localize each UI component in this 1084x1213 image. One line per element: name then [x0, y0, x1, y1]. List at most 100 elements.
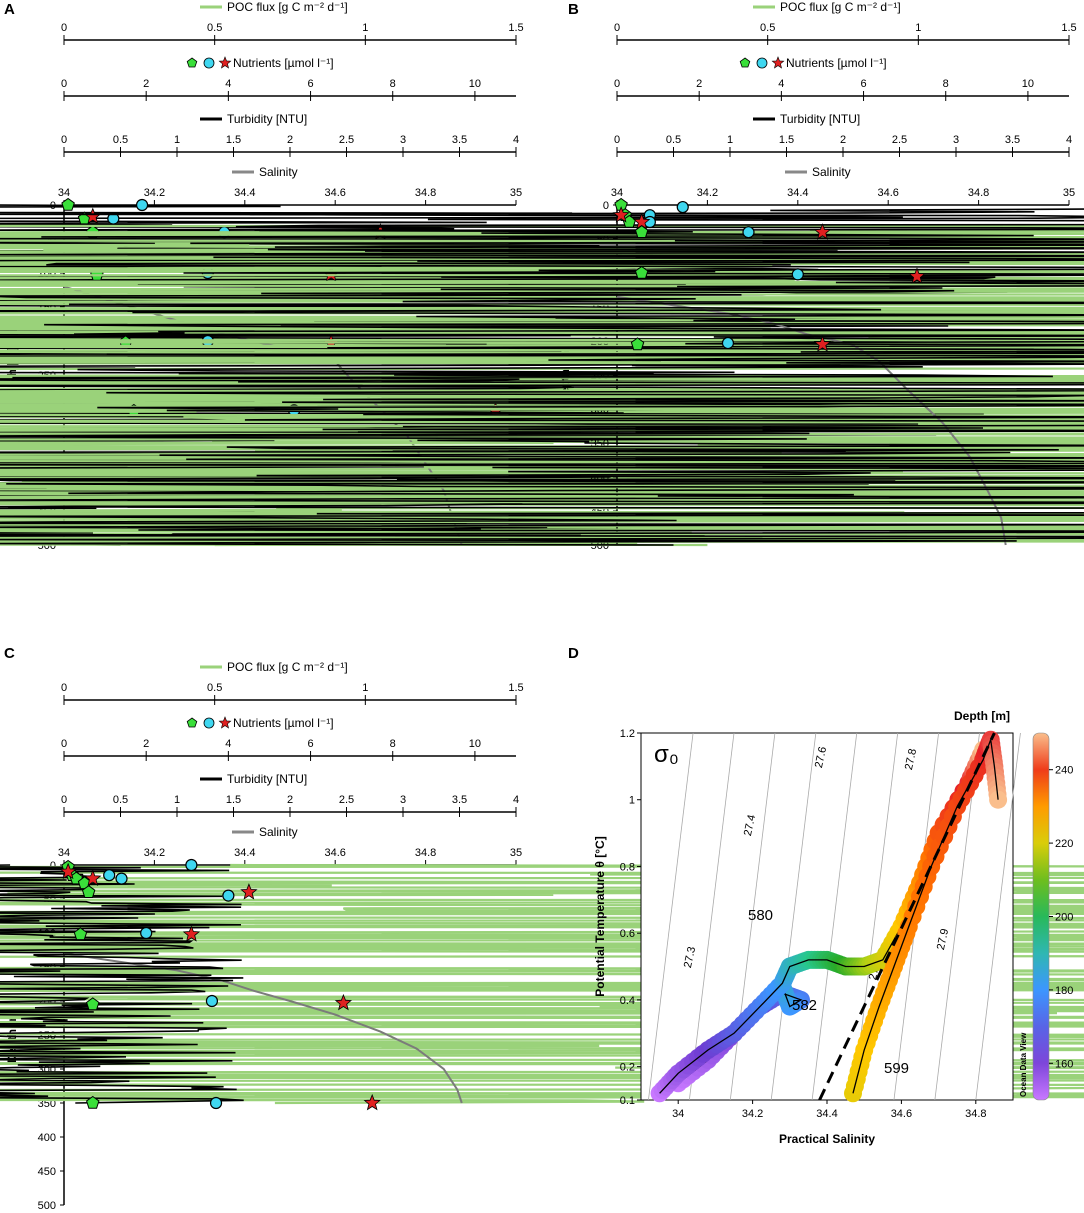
nutrients-tick-label: 10	[469, 738, 481, 750]
turbidity-tick-label: 0.5	[666, 134, 681, 146]
turbidity-tick-label: 2	[287, 794, 293, 806]
phosphate-point	[115, 872, 128, 885]
poc-tick-label: 0.5	[760, 22, 775, 34]
phosphate-point	[676, 200, 689, 214]
turbidity-axis: 0 0.5 1 1.5 2 2.5 3 3.5 4 Turbidity [NTU]	[61, 112, 519, 157]
nutrients-tick-label: 0	[61, 738, 67, 750]
silicate-point	[632, 212, 651, 230]
silicate-point	[908, 267, 926, 284]
isopycnal-label: 27.4	[742, 814, 758, 837]
nutrients-tick-label: 8	[390, 78, 396, 90]
turbidity-tick-label: 3	[953, 134, 959, 146]
silicate-point	[813, 335, 832, 352]
panel-label-b: B	[568, 1, 579, 18]
colorbar-bar	[1032, 732, 1050, 1101]
silicate-point	[240, 883, 258, 900]
nitrate-legend-icon	[186, 717, 198, 728]
colorbar-tick-label: 180	[1055, 985, 1073, 997]
x-tick-label: 34	[672, 1108, 684, 1120]
turbidity-line	[0, 208, 1084, 546]
turbidity-axis-label: Turbidity [NTU]	[227, 112, 307, 126]
isopycnal-label: 27.9	[935, 928, 951, 951]
y-tick-label: 0.8	[620, 861, 635, 873]
turbidity-tick-label: 2	[287, 134, 293, 146]
poc-axis: 0 0.5 1 1.5 POC flux [g C m⁻² d⁻¹]	[614, 0, 1077, 45]
salinity-tick-label: 34.4	[787, 187, 808, 199]
salinity-tick-label: 34	[58, 847, 70, 859]
x-axis-label: Practical Salinity	[779, 1132, 875, 1146]
nitrate-point	[86, 1095, 100, 1109]
x-tick-label: 34.2	[742, 1108, 763, 1120]
turbidity-line	[0, 864, 244, 1104]
y-tick-label: 0.2	[620, 1062, 635, 1074]
silicate-point	[334, 993, 353, 1011]
nutrients-axis-label: Nutrients [µmol l⁻¹]	[786, 56, 887, 70]
silicate-point	[182, 925, 201, 942]
turbidity-axis-label: Turbidity [NTU]	[227, 772, 307, 786]
silicate-legend-icon	[218, 56, 232, 69]
nutrients-tick-label: 0	[614, 78, 620, 90]
colorbar-caption: Ocean Data View	[1019, 1032, 1028, 1097]
isopycnal-line	[770, 732, 817, 1101]
colorbar-tick-label: 200	[1055, 912, 1073, 924]
poc-tick-label: 1.5	[1061, 22, 1076, 34]
silicate-legend-icon	[771, 56, 785, 69]
poc-tick-label: 1.5	[508, 22, 523, 34]
silicate-point	[363, 1093, 381, 1111]
poc-axis-label: POC flux [g C m⁻² d⁻¹]	[780, 0, 901, 14]
salinity-axis-label: Salinity	[259, 165, 298, 179]
salinity-axis: 34 34.2 34.4 34.6 34.8 35 Salinity	[58, 165, 522, 206]
depth-colorbar: 160 180 200 220 240 Ocean Data View	[1019, 732, 1073, 1101]
turbidity-tick-label: 4	[1066, 134, 1072, 146]
isopycnal-line	[811, 732, 858, 1101]
colorbar-tick-label: 240	[1055, 765, 1073, 777]
nutrients-axis-label: Nutrients [µmol l⁻¹]	[233, 56, 334, 70]
station-label: 599	[884, 1060, 909, 1077]
nitrate-point	[73, 927, 88, 941]
isopycnal-label: 27.8	[903, 748, 919, 771]
salinity-tick-label: 34.6	[877, 187, 898, 199]
depth-tick-label: 400	[38, 1132, 56, 1144]
nitrate-point	[634, 265, 649, 279]
nutrients-axis-label: Nutrients [µmol l⁻¹]	[233, 716, 334, 730]
silicate-legend-icon	[218, 716, 232, 729]
panel-d: 27.327.427.627.727.827.9σ₀5805825993434.…	[593, 709, 1073, 1146]
nutrients-axis: 0 2 4 6 8 10 Nutrients [µmol l⁻¹]	[61, 716, 516, 761]
nitrate-point	[86, 997, 100, 1011]
x-tick-label: 34.4	[816, 1108, 837, 1120]
salinity-axis-label: Salinity	[812, 165, 851, 179]
phosphate-point	[103, 869, 116, 882]
salinity-tick-label: 35	[510, 187, 522, 199]
turbidity-axis: 0 0.5 1 1.5 2 2.5 3 3.5 4 Turbidity [NTU]	[614, 112, 1072, 157]
poc-tick-label: 0.5	[207, 682, 222, 694]
isopycnal-line	[648, 732, 694, 1101]
station-label: 580	[748, 907, 773, 924]
phosphate-point	[742, 226, 755, 239]
turbidity-tick-label: 3.5	[452, 794, 467, 806]
turbidity-tick-label: 3.5	[1005, 134, 1020, 146]
salinity-tick-label: 35	[510, 847, 522, 859]
silicate-point	[84, 869, 102, 886]
phosphate-point	[135, 198, 149, 212]
depth-tick-label: 0	[603, 200, 609, 212]
turbidity-tick-label: 1.5	[226, 134, 241, 146]
phosphate-point	[205, 994, 219, 1008]
poc-tick-label: 1.5	[508, 682, 523, 694]
salinity-axis-label: Salinity	[259, 825, 298, 839]
salinity-tick-label: 34.4	[234, 847, 255, 859]
silicate-point	[813, 223, 832, 240]
poc-axis-label: POC flux [g C m⁻² d⁻¹]	[227, 660, 348, 674]
turbidity-axis: 0 0.5 1 1.5 2 2.5 3 3.5 4 Turbidity [NTU]	[61, 772, 519, 817]
nutrients-tick-label: 10	[1022, 78, 1034, 90]
poc-tick-label: 0	[61, 682, 67, 694]
nutrients-tick-label: 6	[307, 78, 313, 90]
depth-tick-label: 500	[38, 1200, 56, 1212]
salinity-tick-label: 34.2	[144, 187, 165, 199]
nutrients-axis: 0 2 4 6 8 10 Nutrients [µmol l⁻¹]	[61, 56, 516, 101]
nitrate-point	[634, 225, 649, 238]
turbidity-tick-label: 2.5	[339, 134, 354, 146]
salinity-tick-label: 34	[611, 187, 623, 199]
nutrients-tick-label: 2	[143, 738, 149, 750]
phosphate-point	[209, 1096, 223, 1110]
